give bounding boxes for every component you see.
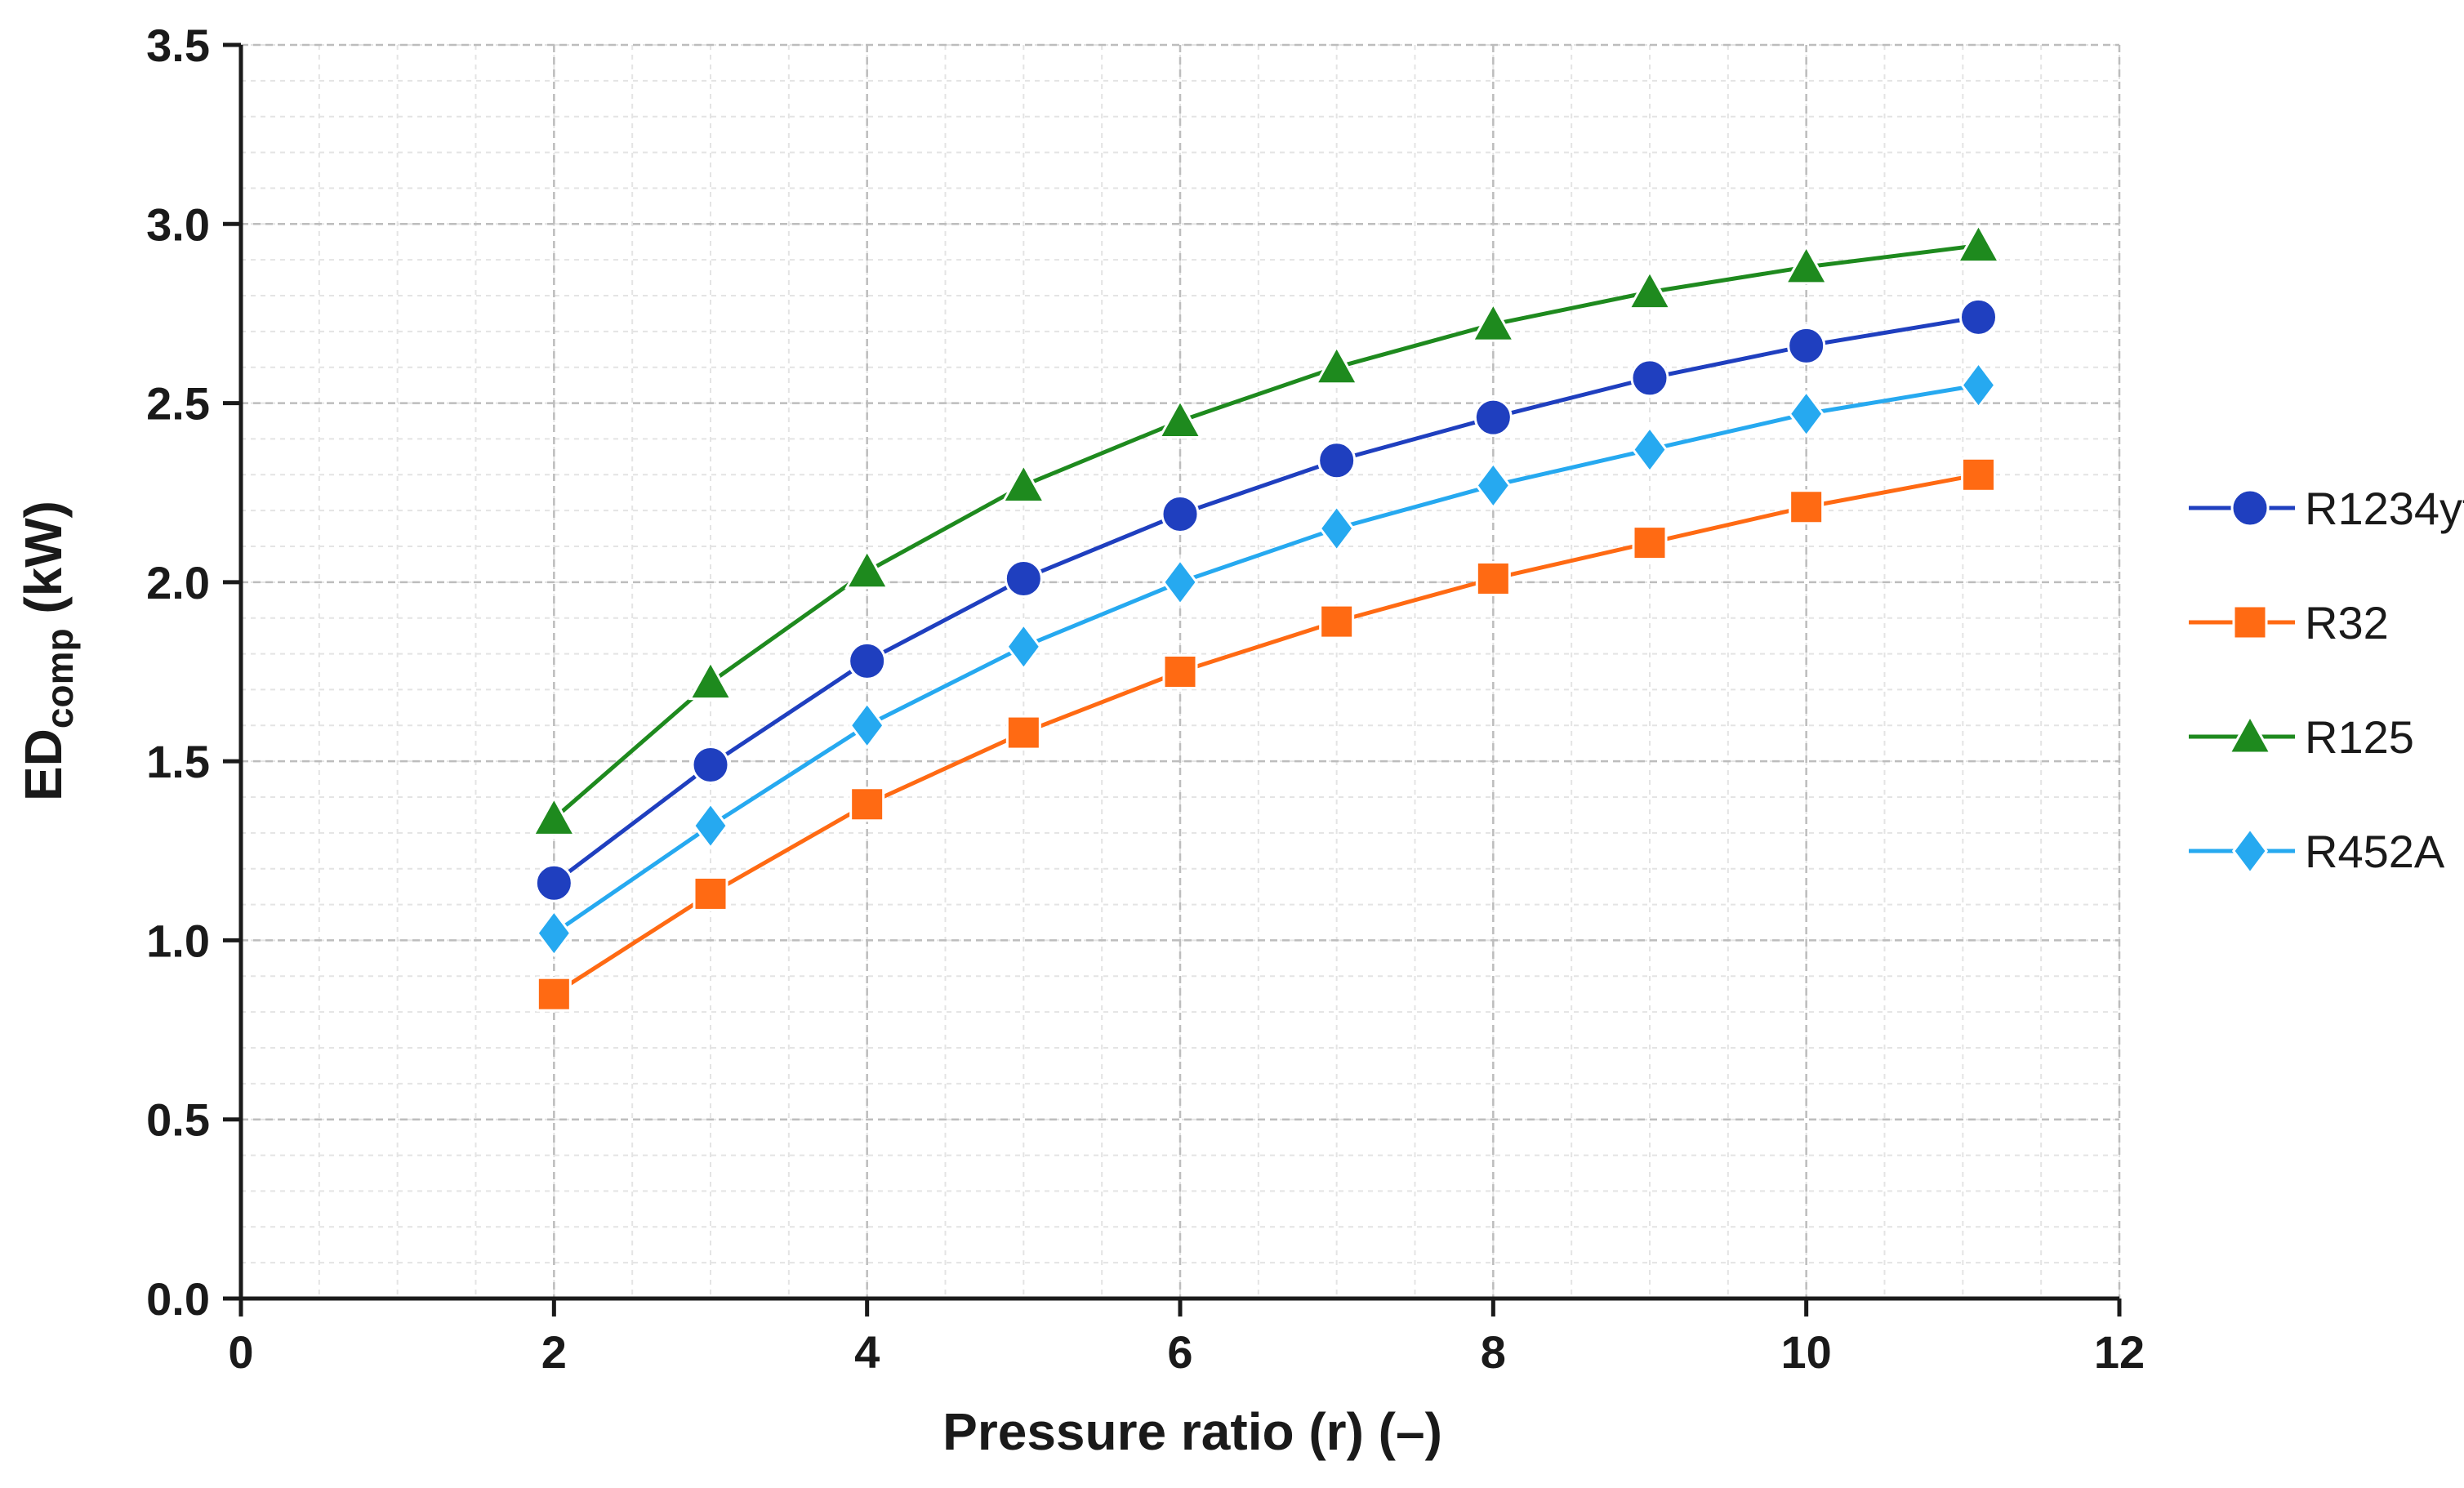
data-point-r452a <box>1005 622 1042 671</box>
data-point-r452a <box>1318 504 1355 553</box>
data-point-r452a <box>1960 361 1997 410</box>
legend-label-r1234yf: R1234yf <box>2305 483 2464 534</box>
x-tick-label: 8 <box>1481 1326 1506 1378</box>
series-layer <box>531 222 2002 1012</box>
legend-label-r32: R32 <box>2305 597 2389 648</box>
y-tick-label: 0.5 <box>146 1094 210 1146</box>
legend-marker-r1234yf <box>2230 488 2270 528</box>
data-point-r125 <box>844 548 890 590</box>
data-point-r32 <box>693 875 729 911</box>
series-r1234yf <box>534 297 1998 902</box>
x-tick-label: 6 <box>1167 1326 1192 1378</box>
legend-item-r125: R125 <box>2189 711 2414 763</box>
x-axis-title: Pressure ratio (r) (–) <box>942 1402 1442 1461</box>
data-point-r32 <box>1789 489 1825 525</box>
y-tick-label: 2.5 <box>146 378 210 430</box>
series-r32 <box>536 457 1996 1012</box>
data-point-r452a <box>1475 461 1512 510</box>
series-r452a <box>536 361 1997 958</box>
data-point-r1234yf <box>1317 441 1357 480</box>
y-axis-title-suffix: (kW) <box>14 501 73 628</box>
x-tick-label: 0 <box>228 1326 253 1378</box>
data-point-r125 <box>1784 243 1829 285</box>
data-point-r125 <box>1157 398 1203 439</box>
data-point-r32 <box>1632 525 1668 561</box>
data-point-r125 <box>1000 462 1046 503</box>
data-point-r452a <box>1788 390 1825 439</box>
legend-item-r452a: R452A <box>2189 826 2445 877</box>
data-point-r32 <box>1005 715 1041 751</box>
y-axis-title-subscript: comp <box>38 628 81 728</box>
data-point-r125 <box>1627 269 1673 310</box>
series-line-r452a <box>552 383 1979 935</box>
legend-marker-r452a <box>2231 826 2269 875</box>
series-line-r32 <box>552 472 1979 996</box>
data-point-r32 <box>849 786 885 822</box>
data-point-r1234yf <box>1959 297 1998 336</box>
y-axis-title-main: ED <box>14 728 73 801</box>
y-tick-label: 2.0 <box>146 557 210 608</box>
y-tick-label: 1.0 <box>146 915 210 966</box>
data-point-r125 <box>531 795 577 836</box>
data-point-r1234yf <box>534 863 573 902</box>
series-line-r1234yf <box>552 314 1979 885</box>
series-r125 <box>531 222 2002 836</box>
data-point-r125 <box>1955 222 2002 264</box>
data-point-r32 <box>1475 560 1511 596</box>
data-point-r1234yf <box>1004 559 1043 598</box>
data-point-r1234yf <box>1787 326 1826 365</box>
y-tick-label: 3.5 <box>146 20 210 71</box>
y-axis-title: EDcomp (kW) <box>14 501 81 801</box>
data-point-r1234yf <box>1473 398 1513 437</box>
data-point-r1234yf <box>691 746 730 785</box>
y-tick-label: 1.5 <box>146 736 210 787</box>
data-point-r125 <box>1314 344 1360 385</box>
data-point-r452a <box>1161 558 1199 607</box>
axes <box>223 42 2122 1316</box>
legend-marker-r125 <box>2227 713 2273 755</box>
data-point-r125 <box>1470 301 1516 342</box>
data-point-r32 <box>1961 457 1996 492</box>
legend-label-r125: R125 <box>2305 711 2414 763</box>
legend-label-r452a: R452A <box>2305 826 2445 877</box>
legend-marker-r32 <box>2232 604 2268 640</box>
legend-item-r1234yf: R1234yf <box>2189 483 2464 534</box>
legend-item-r32: R32 <box>2189 597 2389 648</box>
legend: R1234yf R32 R125 R452A <box>2189 483 2464 877</box>
data-point-r452a <box>536 909 573 958</box>
data-point-r1234yf <box>1161 495 1200 534</box>
y-tick-label: 0.0 <box>146 1273 210 1325</box>
data-point-r32 <box>1319 604 1355 639</box>
data-point-r452a <box>1631 425 1669 474</box>
data-point-r452a <box>849 701 885 750</box>
data-point-r32 <box>1162 654 1198 689</box>
tick-labels: 0.0 0.5 1.0 1.5 2.0 2.5 3.0 3.5 0 2 4 6 8 10 12 <box>146 20 2145 1378</box>
data-point-r32 <box>536 976 572 1012</box>
x-tick-label: 12 <box>2094 1326 2145 1378</box>
x-tick-label: 10 <box>1781 1326 1832 1378</box>
y-tick-label: 3.0 <box>146 198 210 250</box>
data-point-r452a <box>692 801 729 850</box>
x-tick-label: 2 <box>541 1326 567 1378</box>
data-point-r1234yf <box>848 641 887 680</box>
data-point-r125 <box>688 659 733 701</box>
series-line-r125 <box>552 243 1979 821</box>
x-tick-label: 4 <box>854 1326 880 1378</box>
data-point-r1234yf <box>1630 359 1669 398</box>
